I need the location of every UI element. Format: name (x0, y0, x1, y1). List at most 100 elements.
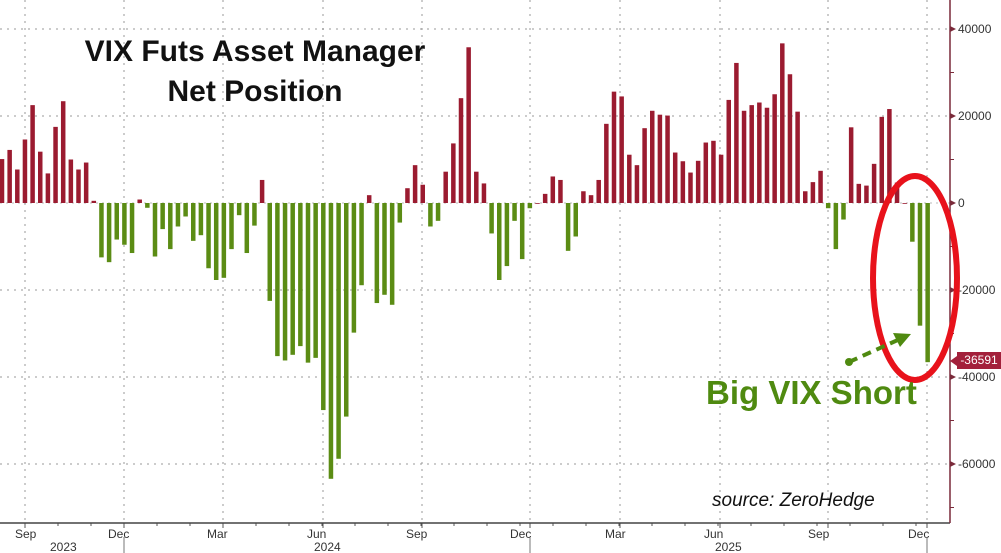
bar-negative (504, 203, 510, 267)
y-tick (950, 26, 956, 32)
y-tick-label: -60000 (958, 457, 996, 471)
bar-negative (833, 203, 839, 250)
chart-title: VIX Futs Asset Manager Net Position (40, 32, 470, 112)
bar-positive (596, 179, 601, 203)
y-tick-label: 40000 (958, 22, 992, 36)
last-value-pointer (950, 356, 957, 366)
bar-negative (489, 203, 494, 234)
bar-positive (726, 99, 731, 203)
bar-negative (435, 203, 441, 221)
bar-positive (0, 159, 5, 203)
bar-positive (787, 74, 793, 204)
bar-positive (887, 109, 892, 203)
bar-negative (290, 203, 295, 355)
bar-positive (634, 165, 640, 203)
y-tick (950, 374, 956, 380)
bar-positive (619, 96, 624, 203)
y-tick-label: -40000 (958, 370, 996, 384)
bar-negative (336, 203, 341, 459)
bar-positive (672, 152, 678, 203)
bar-negative (321, 203, 326, 411)
bar-negative (152, 203, 158, 257)
bar-negative (267, 203, 272, 301)
bar-negative (236, 203, 242, 216)
bar-positive (420, 184, 425, 203)
x-month-label: Jun (307, 527, 326, 541)
bar-positive (711, 140, 716, 203)
bar-positive (366, 195, 372, 203)
bar-positive (581, 191, 586, 203)
bar-positive (695, 160, 701, 203)
bar-negative (282, 203, 288, 361)
x-year-label: 2025 (715, 540, 742, 553)
bar-positive (902, 203, 907, 204)
bar-positive (871, 163, 877, 203)
bar-negative (573, 203, 578, 237)
annotation-overlay (845, 173, 960, 383)
bar-positive (810, 182, 816, 203)
bar-positive (68, 159, 74, 203)
bar-positive (680, 161, 686, 203)
bar-positive (443, 171, 448, 203)
y-tick (950, 200, 956, 206)
bar-positive (458, 98, 464, 203)
bar-positive (588, 195, 594, 203)
bar-negative (527, 203, 533, 209)
bar-positive (60, 101, 66, 203)
bar-positive (627, 154, 632, 203)
bar-positive (22, 139, 28, 203)
bar-negative (344, 203, 349, 417)
bar-negative (114, 203, 119, 240)
bar-negative (145, 203, 150, 208)
y-tick (950, 287, 956, 293)
chart-title-line-2: Net Position (167, 75, 343, 108)
bar-negative (565, 203, 571, 251)
bar-negative (428, 203, 433, 227)
bar-positive (542, 193, 548, 203)
bar-positive (894, 182, 900, 203)
bar-negative (198, 203, 204, 236)
bar-negative (106, 203, 112, 263)
bar-positive (780, 43, 785, 204)
bar-negative (183, 203, 188, 217)
x-month-label: Dec (108, 527, 129, 541)
bar-negative (351, 203, 357, 333)
callout-big-vix-short: Big VIX Short (706, 374, 917, 411)
x-month-label: Mar (207, 527, 228, 541)
y-tick-label: -20000 (958, 283, 996, 297)
last-value-label: -36591 (957, 352, 1001, 369)
bar-positive (718, 154, 724, 203)
bar-positive (451, 143, 456, 203)
x-month-label: Mar (605, 527, 626, 541)
bar-positive (45, 173, 51, 203)
bar-positive (53, 126, 58, 203)
bar-positive (91, 200, 97, 203)
y-tick (950, 461, 956, 467)
bar-positive (611, 91, 617, 203)
bar-positive (604, 123, 609, 203)
bar-positive (535, 203, 540, 204)
bar-positive (749, 105, 754, 203)
bar-negative (213, 203, 219, 280)
bar-negative (168, 203, 173, 250)
bar-negative (206, 203, 211, 269)
bar-negative (359, 203, 364, 286)
bar-negative (244, 203, 250, 254)
bar-positive (38, 151, 43, 203)
bar-negative (129, 203, 135, 254)
bar-negative (512, 203, 517, 221)
bar-positive (864, 185, 869, 203)
bar-negative (925, 203, 930, 363)
bar-positive (30, 105, 35, 203)
bar-positive (795, 111, 800, 203)
x-month-label: Dec (510, 527, 531, 541)
bar-positive (803, 191, 808, 203)
x-month-label: Sep (808, 527, 830, 541)
x-year-label: 2023 (50, 540, 77, 553)
bar-positive (558, 179, 563, 203)
bar-negative (221, 203, 227, 278)
bar-negative (374, 203, 380, 304)
bar-negative (160, 203, 165, 230)
